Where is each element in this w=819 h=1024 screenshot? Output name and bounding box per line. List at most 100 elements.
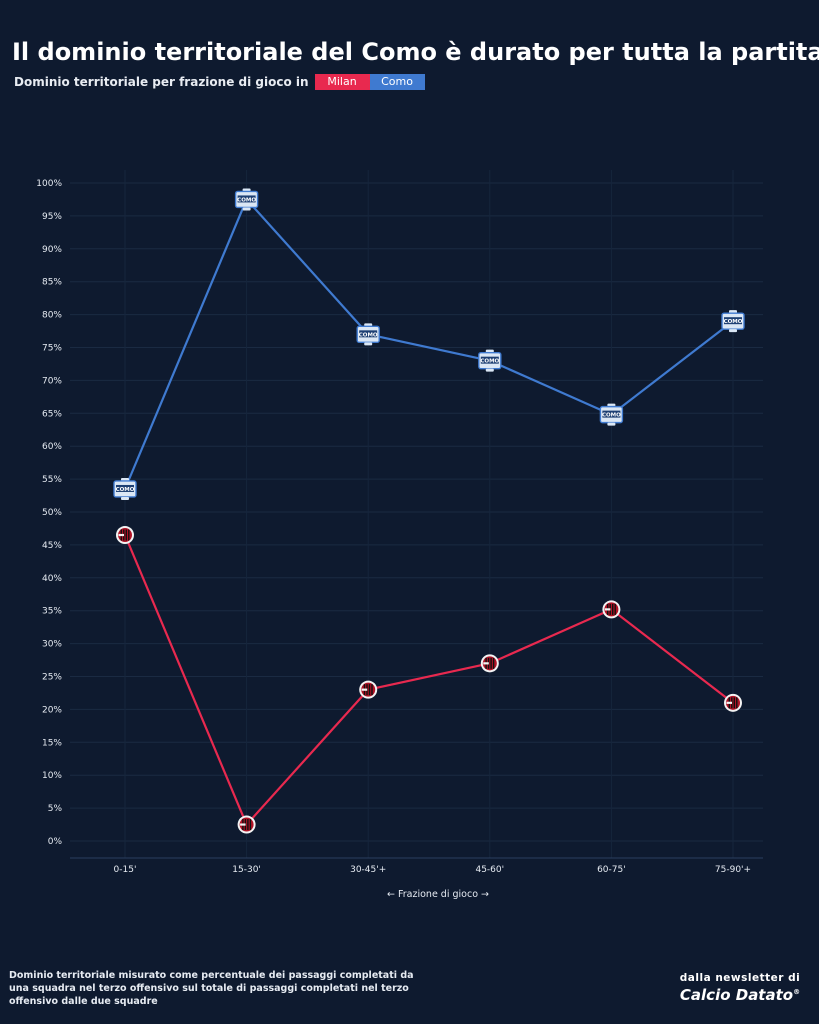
legend-como: Como [369, 74, 425, 90]
y-tick-label: 70% [42, 376, 62, 386]
brand-tagline: dalla newsletter di [679, 972, 801, 984]
como-crest-band [116, 484, 134, 492]
y-tick-label: 100% [36, 179, 62, 189]
milan-crest-stripe [371, 684, 373, 696]
milan-crest-stripe [733, 697, 735, 709]
milan-crest-stripe [612, 603, 614, 615]
milan-point [602, 600, 621, 619]
como-crest-band [359, 330, 378, 338]
como-crest-band [724, 317, 742, 325]
como-point: COMO [234, 188, 259, 211]
como-crest-label: COMO [359, 332, 378, 338]
y-tick-label: 60% [42, 442, 62, 452]
subtitle-row: Dominio territoriale per frazione di gio… [14, 74, 425, 90]
como-crest-band [602, 410, 621, 418]
como-crest-label: COMO [116, 487, 135, 493]
y-tick-label: 55% [42, 475, 62, 485]
milan-point [724, 693, 742, 712]
como-crest-base [364, 342, 373, 346]
como-crest-base [485, 368, 494, 372]
como-crest-base [242, 207, 251, 211]
y-tick-label: 35% [42, 607, 62, 617]
y-tick-label: 5% [48, 804, 63, 814]
y-tick-label: 80% [42, 311, 62, 321]
como-crest-crown [364, 323, 373, 327]
y-tick-label: 75% [42, 344, 62, 354]
como-series-line [123, 198, 734, 490]
y-tick-label: 0% [48, 837, 63, 847]
y-tick-label: 50% [42, 508, 62, 518]
x-axis-title: ← Frazione di gioco → [387, 889, 489, 900]
milan-point [237, 815, 256, 834]
x-tick-label: 45-60' [475, 865, 504, 875]
y-tick-label: 85% [42, 278, 62, 288]
como-point: COMO [113, 477, 137, 500]
como-crest-base [607, 422, 616, 426]
brand-registered-mark: ® [793, 988, 801, 996]
milan-series-line [123, 534, 734, 826]
footnote: Dominio territoriale misurato come perce… [9, 970, 414, 1007]
y-tick-label: 30% [42, 640, 62, 650]
milan-crest-cross [483, 662, 489, 665]
y-tick-label: 15% [42, 738, 62, 748]
como-crest-label: COMO [480, 359, 499, 365]
milan-crest-cross [726, 701, 732, 704]
legend-milan: Milan [314, 74, 370, 90]
milan-crest-cross [240, 823, 246, 826]
x-tick-label: 60-75' [597, 865, 626, 875]
milan-crest-stripe [490, 657, 492, 669]
chart-title: Il dominio territoriale del Como è durat… [12, 38, 819, 66]
milan-point [359, 680, 378, 699]
milan-crest-stripe [736, 697, 738, 709]
como-crest-crown [485, 349, 494, 353]
milan-crest-stripe [249, 819, 252, 831]
x-tick-label: 30-45'+ [350, 865, 386, 875]
y-tick-label: 95% [42, 212, 62, 222]
milan-crest-stripe [247, 819, 249, 831]
como-crest-crown [607, 403, 616, 407]
series-points: COMO COMO COMO COMO COMO COMO [113, 188, 745, 834]
chart-grid [70, 170, 763, 858]
como-crest-label: COMO [724, 319, 743, 325]
y-tick-label: 90% [42, 245, 62, 255]
como-point: COMO [478, 349, 502, 372]
milan-crest-stripe [368, 684, 371, 696]
como-crest-label: COMO [237, 197, 256, 203]
series-lines [123, 198, 734, 826]
brand-logo: dalla newsletter di Calcio Datato® [675, 972, 805, 1004]
como-point: COMO [599, 403, 624, 426]
milan-crest-stripe [125, 529, 127, 541]
chart-subtitle: Dominio territoriale per frazione di gio… [14, 75, 309, 89]
y-tick-label: 40% [42, 574, 62, 584]
como-point: COMO [356, 323, 380, 346]
x-tick-label: 0-15' [114, 865, 137, 875]
y-tick-label: 45% [42, 541, 62, 551]
milan-crest-cross [118, 533, 124, 537]
y-tick-label: 20% [42, 705, 62, 715]
y-axis: 0% 5% 10% 15% 20% 25% 30% 35% 40% 45% 50% 55% 60% 65%… [36, 179, 62, 847]
y-tick-label: 10% [42, 771, 62, 781]
milan-crest-stripe [614, 603, 616, 615]
milan-crest-cross [361, 688, 368, 691]
como-crest-base [121, 496, 129, 500]
x-axis: 0-15' 15-30' 30-45'+ 45-60' 60-75' 75-90'+ [70, 857, 763, 875]
milan-crest-cross [604, 608, 611, 611]
y-tick-label: 65% [42, 409, 62, 419]
brand-name-text: Calcio Datato [679, 986, 794, 1004]
x-tick-label: 75-90'+ [715, 865, 751, 875]
y-tick-label: 25% [42, 673, 62, 683]
como-crest-crown [729, 310, 737, 314]
como-crest-base [729, 329, 737, 333]
milan-crest-stripe [492, 657, 495, 669]
milan-point [480, 654, 499, 673]
como-crest-band [480, 356, 499, 364]
milan-point [116, 526, 134, 545]
como-crest-label: COMO [602, 413, 621, 419]
como-crest-crown [121, 477, 129, 481]
como-crest-crown [242, 188, 251, 192]
como-point: COMO [721, 310, 745, 333]
brand-name: Calcio Datato® [675, 986, 805, 1004]
milan-crest-stripe [128, 529, 130, 541]
x-tick-label: 15-30' [232, 865, 261, 875]
